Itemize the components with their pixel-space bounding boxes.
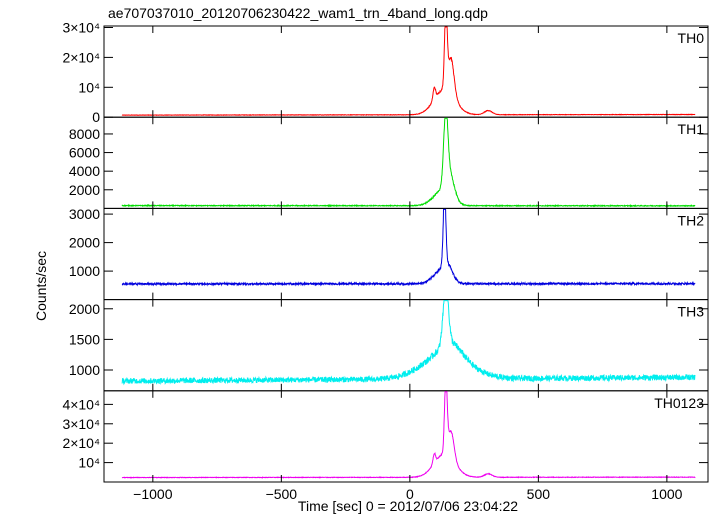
panel-label-th3: TH3 bbox=[678, 304, 705, 320]
panel-label-th0123: TH0123 bbox=[654, 395, 704, 411]
y-tick-label-th0: 10⁴ bbox=[78, 79, 100, 95]
x-tick-label: −1000 bbox=[133, 486, 173, 502]
y-tick-label-th1: 4000 bbox=[69, 163, 100, 179]
x-tick-label: −500 bbox=[266, 486, 298, 502]
y-tick-label-th0123: 3×10⁴ bbox=[62, 416, 100, 432]
series-line-th0 bbox=[121, 26, 696, 117]
y-tick-label-th3: 2000 bbox=[69, 301, 100, 317]
y-tick-label-th0123: 10⁴ bbox=[78, 455, 100, 471]
panel-frame-th0123 bbox=[103, 390, 709, 483]
y-tick-label-th0123: 2×10⁴ bbox=[62, 435, 100, 451]
y-tick-label-th2: 3000 bbox=[69, 206, 100, 222]
panel-frame-th0 bbox=[103, 25, 709, 118]
y-tick-label-th2: 2000 bbox=[69, 235, 100, 251]
panel-label-th1: TH1 bbox=[678, 121, 705, 137]
series-line-th0123 bbox=[121, 391, 696, 479]
x-tick-label: 500 bbox=[527, 486, 551, 502]
series-line-th2 bbox=[121, 208, 696, 287]
panel-frame-th2 bbox=[103, 207, 709, 301]
y-tick-label-th0123: 4×10⁴ bbox=[62, 396, 100, 412]
x-tick-label: 1000 bbox=[651, 486, 682, 502]
panel-label-th0: TH0 bbox=[678, 30, 705, 46]
y-tick-label-th1: 8000 bbox=[69, 126, 100, 142]
chart-title: ae707037010_20120706230422_wam1_trn_4ban… bbox=[108, 5, 488, 21]
y-tick-label-th3: 1500 bbox=[69, 331, 100, 347]
y-axis-label: Counts/sec bbox=[33, 251, 49, 321]
series-line-th3 bbox=[121, 300, 696, 386]
x-tick-label: 0 bbox=[406, 486, 414, 502]
panels-group: 0 10⁴ 2×10⁴ 3×10⁴ TH0 2000 4000 6000 8000 TH1 1000… bbox=[62, 19, 709, 502]
panel-label-th2: TH2 bbox=[678, 212, 705, 228]
y-tick-label-th1: 2000 bbox=[69, 182, 100, 198]
y-tick-label-th0: 2×10⁴ bbox=[62, 49, 100, 65]
y-tick-label-th0: 3×10⁴ bbox=[62, 19, 100, 35]
y-tick-label-th1: 6000 bbox=[69, 145, 100, 161]
y-tick-label-th0: 0 bbox=[92, 109, 100, 125]
x-axis-label: Time [sec] 0 = 2012/07/06 23:04:22 bbox=[298, 498, 518, 514]
panel-frame-th1 bbox=[103, 116, 709, 209]
series-line-th1 bbox=[121, 117, 696, 208]
y-tick-label-th3: 1000 bbox=[69, 362, 100, 378]
y-tick-label-th2: 1000 bbox=[69, 263, 100, 279]
